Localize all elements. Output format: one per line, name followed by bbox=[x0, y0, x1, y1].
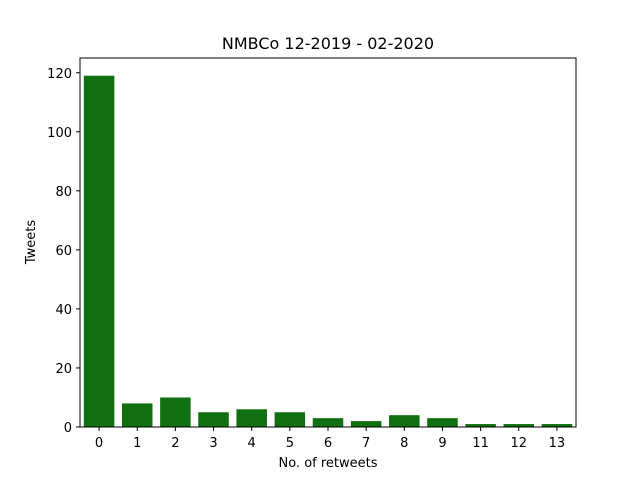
bar-3 bbox=[198, 412, 229, 427]
bar-11 bbox=[465, 424, 496, 427]
bar-6 bbox=[312, 418, 344, 427]
bar-0 bbox=[83, 75, 115, 427]
chart-title: NMBCo 12-2019 - 02-2020 bbox=[222, 34, 434, 53]
bar-7 bbox=[350, 421, 382, 427]
bars-group bbox=[83, 75, 573, 427]
x-tick-label: 6 bbox=[324, 436, 332, 451]
x-tick-label: 2 bbox=[171, 436, 179, 451]
y-tick-label: 0 bbox=[64, 421, 72, 436]
x-axis-ticks: 0 1 2 3 4 5 6 7 8 9 11 12 13 bbox=[95, 427, 565, 451]
x-tick-label: 12 bbox=[510, 436, 527, 451]
y-axis-label: Tweets bbox=[24, 220, 39, 266]
bar-4 bbox=[236, 409, 267, 427]
bar-1 bbox=[121, 403, 153, 427]
bar-5 bbox=[274, 412, 306, 427]
y-tick-label: 40 bbox=[55, 303, 72, 318]
y-tick-label: 100 bbox=[47, 126, 72, 141]
x-tick-label: 13 bbox=[549, 436, 566, 451]
x-tick-label: 11 bbox=[472, 436, 489, 451]
x-tick-label: 1 bbox=[133, 436, 141, 451]
bar-2 bbox=[160, 397, 191, 427]
x-tick-label: 4 bbox=[248, 436, 256, 451]
plot-frame bbox=[79, 57, 577, 428]
bar-13 bbox=[541, 424, 573, 427]
x-tick-label: 9 bbox=[438, 436, 446, 451]
y-tick-label: 120 bbox=[47, 67, 72, 82]
x-tick-label: 5 bbox=[286, 436, 294, 451]
x-tick-label: 7 bbox=[362, 436, 370, 451]
x-tick-label: 8 bbox=[400, 436, 408, 451]
x-axis-label: No. of retweets bbox=[278, 456, 377, 471]
bar-9 bbox=[427, 418, 458, 427]
y-tick-label: 60 bbox=[55, 244, 72, 259]
x-tick-label: 3 bbox=[209, 436, 217, 451]
x-tick-label: 0 bbox=[95, 436, 103, 451]
y-axis-ticks: 0 20 40 60 80 100 120 bbox=[47, 67, 80, 436]
bar-12 bbox=[503, 424, 535, 427]
bar-8 bbox=[389, 415, 420, 427]
y-tick-label: 80 bbox=[55, 185, 72, 200]
y-tick-label: 20 bbox=[55, 362, 72, 377]
